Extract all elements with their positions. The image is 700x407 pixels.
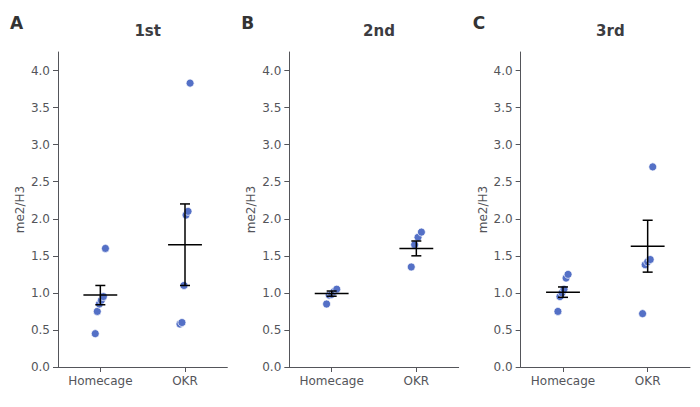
svg-text:0.0: 0.0 bbox=[494, 360, 513, 374]
svg-text:1.0: 1.0 bbox=[494, 286, 513, 300]
svg-text:1.5: 1.5 bbox=[31, 249, 50, 263]
svg-text:OKR: OKR bbox=[404, 374, 430, 388]
svg-text:1.5: 1.5 bbox=[494, 249, 513, 263]
svg-text:0.5: 0.5 bbox=[31, 323, 50, 337]
svg-text:me2/H3: me2/H3 bbox=[13, 186, 27, 233]
svg-text:OKR: OKR bbox=[635, 374, 661, 388]
svg-text:2.5: 2.5 bbox=[262, 175, 281, 189]
svg-text:3.5: 3.5 bbox=[494, 101, 513, 115]
svg-text:3.0: 3.0 bbox=[31, 138, 50, 152]
svg-text:4.0: 4.0 bbox=[494, 64, 513, 78]
svg-text:3rd: 3rd bbox=[596, 22, 625, 40]
svg-text:me2/H3: me2/H3 bbox=[244, 186, 258, 233]
svg-text:2.0: 2.0 bbox=[494, 212, 513, 226]
svg-text:0.5: 0.5 bbox=[262, 323, 281, 337]
svg-text:3.0: 3.0 bbox=[262, 138, 281, 152]
svg-text:3.5: 3.5 bbox=[31, 101, 50, 115]
svg-text:OKR: OKR bbox=[172, 374, 198, 388]
svg-text:C: C bbox=[473, 13, 485, 33]
svg-text:1.0: 1.0 bbox=[31, 286, 50, 300]
svg-text:2.0: 2.0 bbox=[31, 212, 50, 226]
svg-text:0.0: 0.0 bbox=[262, 360, 281, 374]
svg-text:2nd: 2nd bbox=[363, 22, 395, 40]
svg-text:4.0: 4.0 bbox=[31, 64, 50, 78]
svg-text:0.0: 0.0 bbox=[31, 360, 50, 374]
svg-text:1st: 1st bbox=[134, 22, 161, 40]
svg-text:Homecage: Homecage bbox=[68, 374, 132, 388]
svg-text:2.5: 2.5 bbox=[494, 175, 513, 189]
svg-text:1.0: 1.0 bbox=[262, 286, 281, 300]
svg-text:1.5: 1.5 bbox=[262, 249, 281, 263]
svg-text:4.0: 4.0 bbox=[262, 64, 281, 78]
svg-text:2.0: 2.0 bbox=[262, 212, 281, 226]
svg-text:2.5: 2.5 bbox=[31, 175, 50, 189]
svg-text:Homecage: Homecage bbox=[531, 374, 595, 388]
svg-text:me2/H3: me2/H3 bbox=[476, 186, 490, 233]
svg-text:A: A bbox=[10, 13, 24, 33]
svg-text:3.5: 3.5 bbox=[262, 101, 281, 115]
svg-text:3.0: 3.0 bbox=[494, 138, 513, 152]
svg-text:B: B bbox=[241, 13, 254, 33]
svg-text:Homecage: Homecage bbox=[299, 374, 363, 388]
svg-text:0.5: 0.5 bbox=[494, 323, 513, 337]
